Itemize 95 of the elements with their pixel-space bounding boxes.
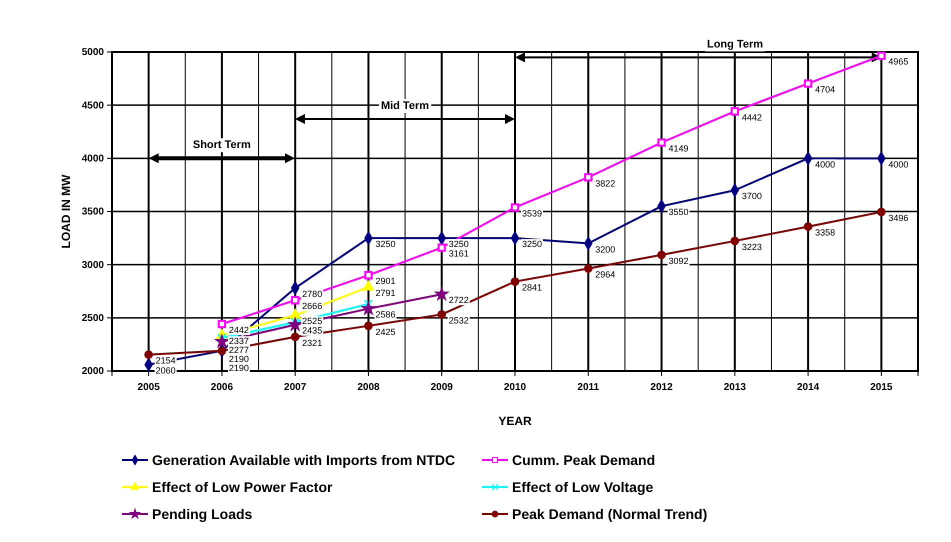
- data-label: 2532: [448, 315, 469, 326]
- data-label: 2337: [228, 336, 249, 346]
- data-label: 2964: [595, 269, 616, 280]
- point: [584, 264, 593, 273]
- data-label: 4000: [815, 159, 836, 170]
- y-axis-title: LOAD IN MW: [59, 174, 73, 248]
- x-tick-label: 2014: [796, 382, 820, 393]
- x-tick-label: 2013: [724, 382, 746, 393]
- data-label: 2901: [375, 276, 396, 286]
- data-label: 2060: [156, 366, 176, 376]
- legend-label: Cumm. Peak Demand: [512, 452, 656, 468]
- point: [290, 332, 300, 342]
- data-label: 3250: [448, 239, 469, 250]
- legend-label: Peak Demand (Normal Trend): [512, 506, 708, 522]
- data-label: 2190: [228, 363, 249, 374]
- point: [510, 277, 520, 286]
- point: [730, 107, 739, 116]
- data-label: 3358: [815, 228, 836, 238]
- y-tick-label: 3000: [82, 260, 104, 271]
- point: [510, 203, 520, 212]
- point: [804, 222, 812, 231]
- legend-label: Effect of Low Voltage: [512, 479, 654, 495]
- data-label: 2791: [375, 288, 396, 298]
- point: [438, 243, 446, 252]
- point: [218, 346, 226, 356]
- data-label: 3092: [668, 256, 689, 266]
- x-tick-label: 2010: [504, 382, 527, 393]
- data-label: 2154: [156, 356, 176, 366]
- data-label: 2277: [228, 345, 249, 356]
- x-tick-label: 2005: [138, 382, 160, 393]
- data-label: 2435: [302, 326, 322, 336]
- point: [215, 334, 228, 348]
- y-tick-label: 5000: [82, 47, 104, 58]
- data-label: 2666: [302, 301, 322, 312]
- data-label: 3250: [522, 239, 542, 250]
- x-tick-label: 2008: [357, 382, 380, 393]
- data-label: 3250: [375, 239, 396, 250]
- point: [364, 271, 373, 280]
- point: [364, 321, 373, 330]
- y-tick-label: 3500: [82, 206, 104, 218]
- x-tick-label: 2011: [577, 382, 600, 393]
- point: [657, 138, 666, 147]
- point: [584, 173, 592, 182]
- data-label: 4000: [888, 159, 908, 170]
- point: [290, 308, 301, 319]
- y-tick-label: 2000: [82, 366, 104, 378]
- data-label: 3496: [888, 212, 908, 223]
- x-tick-label: 2012: [650, 382, 674, 393]
- point: [877, 208, 886, 216]
- data-label: 2722: [448, 295, 469, 306]
- x-tick-label: 2007: [284, 382, 307, 393]
- legend-label: Effect of Low Power Factor: [152, 479, 334, 495]
- y-tick-label: 4000: [82, 154, 104, 165]
- data-label: 2525: [302, 316, 322, 326]
- y-tick-label: 4500: [82, 100, 104, 112]
- data-label: 2841: [522, 282, 542, 293]
- x-tick-label: 2006: [210, 382, 234, 393]
- annotation: Mid Term: [380, 100, 430, 112]
- point: [657, 250, 666, 260]
- data-label: 3200: [595, 244, 616, 254]
- legend-label: Pending Loads: [152, 506, 253, 522]
- data-label: 4704: [815, 84, 836, 94]
- data-label: 3539: [522, 208, 542, 218]
- y-tick-label: 2500: [82, 313, 104, 324]
- data-label: 2321: [302, 338, 322, 348]
- point: [362, 302, 375, 314]
- point: [144, 350, 153, 359]
- data-label: 2780: [302, 289, 322, 300]
- legend-label: Generation Available with Imports from NTDC: [152, 452, 456, 468]
- point: [435, 288, 448, 300]
- data-label: 4442: [742, 112, 762, 122]
- point: [288, 318, 302, 330]
- annotation: Short Term: [192, 139, 251, 152]
- data-label: 3700: [742, 191, 762, 202]
- point: [218, 320, 226, 328]
- text: Long Term: [706, 38, 764, 50]
- data-label: 3223: [742, 242, 762, 252]
- data-label: 2425: [375, 326, 396, 337]
- data-label: 3161: [448, 248, 469, 259]
- point: [804, 79, 812, 88]
- point: [291, 296, 300, 304]
- data-label: 2442: [228, 325, 249, 335]
- data-label: 2190: [228, 354, 249, 364]
- point: [437, 310, 446, 319]
- data-label: 4149: [668, 143, 689, 154]
- data-label: 3822: [595, 178, 616, 188]
- point: [730, 236, 740, 246]
- point: [877, 52, 886, 60]
- x-axis-title: YEAR: [498, 414, 532, 428]
- data-label: 3550: [668, 207, 689, 218]
- data-label: 4965: [888, 56, 908, 67]
- point: [362, 280, 374, 290]
- data-label: 2586: [375, 310, 396, 320]
- x-tick-label: 2015: [870, 382, 893, 393]
- x-tick-label: 2009: [430, 382, 454, 393]
